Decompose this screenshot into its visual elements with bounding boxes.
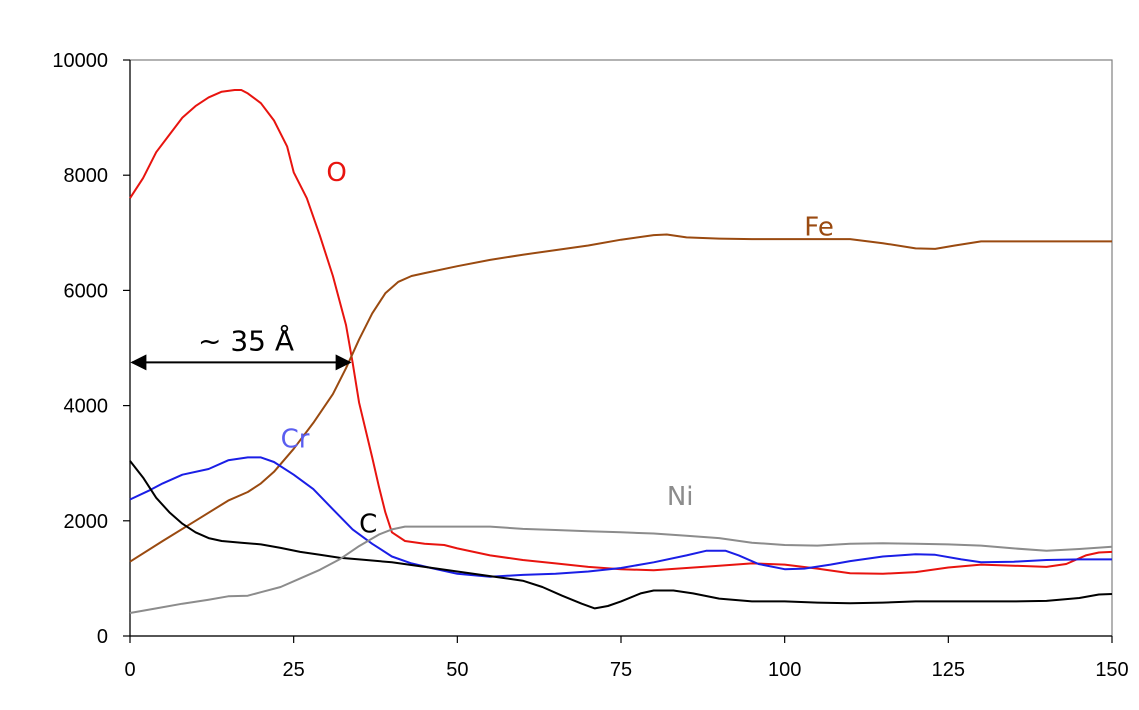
x-tick-label: 25 xyxy=(283,659,305,681)
series-line-cr xyxy=(129,456,1112,578)
series-label-c: C xyxy=(359,509,377,539)
depth-annotation-label: ~ 35 Å xyxy=(198,323,294,357)
series-line-ni xyxy=(129,525,1113,614)
y-tick-label: 4000 xyxy=(64,396,109,418)
x-tick-label: 75 xyxy=(610,659,632,681)
y-tick-label: 8000 xyxy=(64,165,109,187)
x-tick-label: 0 xyxy=(124,659,135,681)
series-label-o: O xyxy=(326,158,346,188)
series-label-fe: Fe xyxy=(804,213,834,243)
series-line-fe xyxy=(129,233,1112,563)
series-line-o xyxy=(129,89,1113,575)
series-label-cr: Cr xyxy=(281,425,310,455)
series-label-ni: Ni xyxy=(667,482,694,512)
y-tick-label: 10000 xyxy=(52,50,108,72)
x-tick-label: 150 xyxy=(1095,659,1128,681)
y-tick-label: 2000 xyxy=(64,511,109,533)
y-tick-label: 6000 xyxy=(64,280,109,302)
y-tick-label: 0 xyxy=(97,626,108,648)
x-tick-label: 125 xyxy=(932,659,965,681)
x-tick-label: 50 xyxy=(446,659,468,681)
x-tick-label: 100 xyxy=(768,659,801,681)
series-line-c xyxy=(129,460,1113,610)
